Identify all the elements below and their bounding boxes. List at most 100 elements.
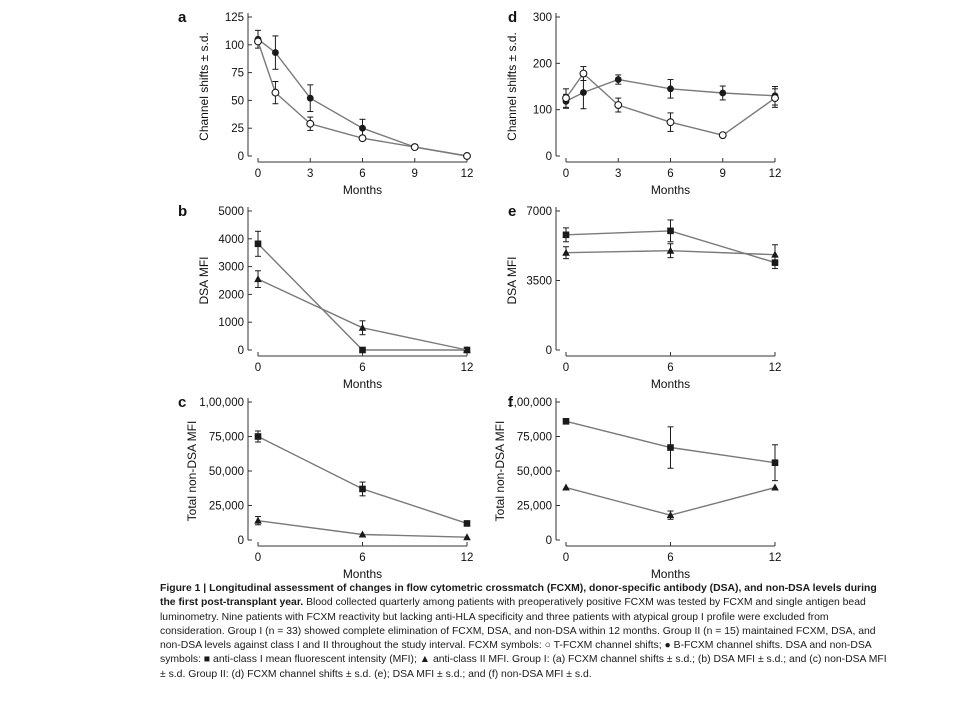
x-tick-label: 0	[563, 362, 569, 374]
x-tick-label: 6	[667, 552, 673, 564]
x-tick-label: 12	[461, 362, 474, 374]
x-tick-label: 0	[563, 168, 569, 180]
y-tick-label: 3500	[526, 276, 552, 288]
x-tick-label: 6	[667, 168, 673, 180]
y-tick-label: 75,000	[209, 432, 244, 444]
y-tick-label: 75	[231, 68, 244, 80]
x-tick-label: 12	[769, 362, 782, 374]
y-tick-label: 1000	[218, 317, 244, 329]
data-point	[614, 101, 623, 109]
y-tick-label: 200	[533, 58, 552, 70]
data-point	[666, 511, 675, 519]
y-tick-label: 25,000	[517, 501, 552, 513]
data-point	[254, 433, 262, 440]
figure-caption: Figure 1 | Longitudinal assessment of ch…	[160, 582, 895, 682]
figure-panels: 0 25 50 75 100 125 0 3 6 9 12 Months Channel shifts …	[178, 9, 782, 580]
panel-e: 0 3500 7000 0 6 12 Months DSA MFI e	[505, 203, 781, 391]
x-tick-label: 12	[461, 168, 474, 180]
x-tick-label: 6	[359, 168, 365, 180]
y-tick-label: 5000	[218, 206, 244, 218]
x-tick-label: 12	[461, 552, 474, 564]
data-point	[254, 240, 262, 248]
y-tick-label: 0	[546, 535, 552, 547]
data-point	[771, 94, 779, 103]
y-tick-label: 300	[533, 12, 552, 24]
panel-f: 0 25,000 50,000 75,000 1,00,000 0 6 12 Months Tot…	[493, 394, 781, 580]
data-point	[562, 231, 570, 239]
data-point	[771, 459, 779, 467]
y-tick-label: 50,000	[209, 466, 244, 478]
y-tick-label: 0	[546, 345, 552, 357]
x-tick-label: 3	[615, 168, 621, 180]
x-tick-label: 0	[255, 552, 261, 564]
data-point	[719, 89, 727, 97]
x-axis-title: Months	[651, 377, 690, 391]
x-tick-label: 0	[255, 168, 261, 180]
x-tick-label: 0	[255, 362, 261, 374]
data-point	[271, 88, 280, 97]
series-line	[257, 278, 468, 351]
y-tick-label: 1,00,000	[199, 397, 244, 409]
y-tick-label: 50	[231, 95, 244, 107]
y-axis-title: DSA MFI	[505, 256, 519, 304]
y-tick-label: 25,000	[209, 501, 244, 513]
y-axis-title: Total non-DSA MFI	[493, 421, 507, 522]
series-line	[257, 435, 468, 525]
y-axis-title: Channel shifts ± s.d.	[505, 32, 519, 141]
data-point	[463, 346, 471, 353]
y-tick-label: 2000	[218, 289, 244, 301]
data-point	[562, 418, 570, 425]
data-point	[667, 444, 674, 451]
y-axis-title: DSA MFI	[197, 256, 211, 304]
panel-letter: c	[178, 394, 186, 411]
y-tick-label: 50,000	[517, 466, 552, 478]
x-tick-label: 12	[769, 552, 782, 564]
x-tick-label: 6	[359, 552, 365, 564]
caption-body: Blood collected quarterly among patients…	[160, 597, 887, 680]
y-tick-label: 1,00,000	[507, 397, 552, 409]
x-axis-title: Months	[343, 377, 382, 391]
x-tick-label: 6	[667, 362, 673, 374]
data-point	[562, 248, 570, 256]
data-point	[358, 134, 367, 143]
data-point	[562, 483, 570, 491]
data-point	[358, 530, 367, 538]
caption-title: Figure 1 | Longitudinal assessment of ch…	[160, 583, 877, 609]
y-tick-label: 100	[533, 105, 552, 117]
data-point	[666, 118, 675, 127]
x-tick-label: 3	[307, 168, 313, 180]
x-tick-label: 9	[412, 168, 418, 180]
data-point	[410, 143, 419, 152]
y-tick-label: 75,000	[517, 432, 552, 444]
data-point	[254, 516, 262, 524]
panel-letter: e	[508, 203, 516, 220]
panel-letter: a	[178, 9, 187, 26]
y-tick-label: 0	[238, 345, 244, 357]
data-point	[306, 119, 315, 128]
x-tick-label: 0	[563, 552, 569, 564]
data-point	[463, 152, 471, 160]
data-point	[254, 275, 262, 283]
panel-letter: b	[178, 203, 187, 220]
y-tick-label: 7000	[526, 206, 552, 218]
x-axis-title: Months	[651, 567, 690, 580]
data-point	[614, 76, 622, 83]
panel-letter: f	[508, 394, 514, 411]
data-point	[771, 250, 779, 258]
panel-a: 0 25 50 75 100 125 0 3 6 9 12 Months Channel shifts …	[178, 9, 473, 197]
y-tick-label: 0	[238, 535, 244, 547]
y-tick-label: 4000	[218, 234, 244, 246]
y-axis-title: Total non-DSA MFI	[185, 421, 199, 522]
y-tick-label: 0	[238, 151, 244, 163]
y-tick-label: 100	[225, 40, 244, 52]
x-tick-label: 12	[769, 168, 782, 180]
data-point	[463, 533, 471, 541]
data-point	[667, 227, 674, 235]
data-point	[359, 346, 366, 354]
x-axis-title: Months	[343, 567, 382, 580]
y-axis-title: Channel shifts ± s.d.	[197, 32, 211, 141]
y-tick-label: 125	[225, 12, 244, 24]
data-point	[359, 124, 366, 132]
data-point	[254, 37, 262, 46]
y-tick-label: 0	[546, 151, 552, 163]
